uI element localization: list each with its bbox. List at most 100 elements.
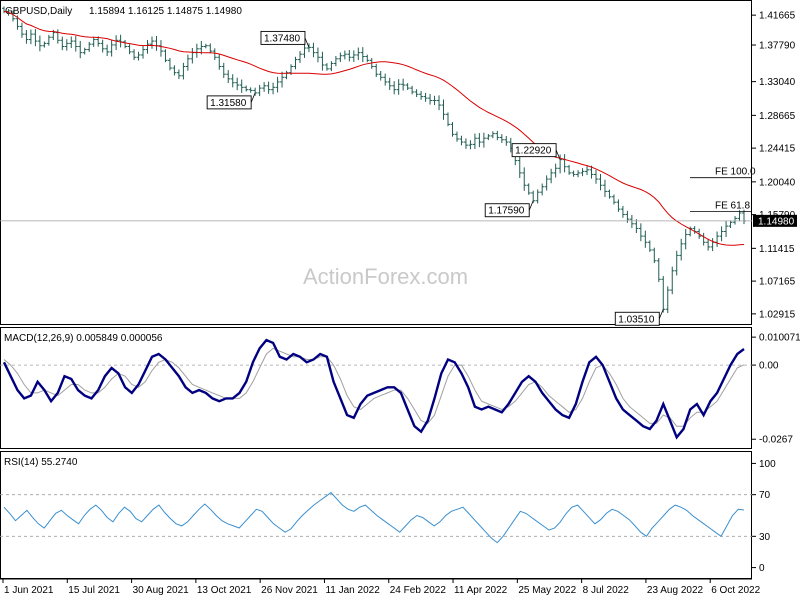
price-bar-144 <box>647 240 652 252</box>
price-bar-32 <box>145 40 150 54</box>
price-bar-99 <box>446 112 450 127</box>
rsi-tick-label-2: 30 <box>759 532 771 543</box>
price-bar-77 <box>347 50 352 62</box>
price-bar-26 <box>118 34 123 48</box>
price-bar-146 <box>656 258 661 283</box>
price-bar-132 <box>594 169 598 184</box>
price-bar-143 <box>643 230 648 248</box>
price-bar-6 <box>28 29 33 45</box>
price-tick-label-0: 1.41665 <box>759 11 796 22</box>
price-bar-31 <box>141 45 146 59</box>
price-bar-67 <box>302 44 307 58</box>
price-bar-90 <box>405 83 410 90</box>
price-bar-153 <box>688 226 693 237</box>
price-bar-37 <box>167 58 172 71</box>
price-bar-98 <box>441 99 446 120</box>
price-bar-66 <box>298 50 302 63</box>
price-bar-24 <box>109 40 114 57</box>
price-bar-43 <box>194 43 199 58</box>
macd-main-line <box>2 338 745 440</box>
macd-tick-label-2: -0.0267 <box>759 435 793 446</box>
price-bar-149 <box>670 266 675 295</box>
x-tick-label-2: 30 Aug 2021 <box>133 585 190 596</box>
price-tick-label-8: 1.07165 <box>759 277 796 288</box>
fe-level-label-1: FE 61.8 <box>715 200 750 211</box>
swing-label-text-2: 1.22920 <box>515 146 552 157</box>
rsi-tick-label-1: 70 <box>759 490 771 501</box>
price-bar-76 <box>342 50 347 60</box>
x-tick-label-7: 11 Apr 2022 <box>454 585 508 596</box>
price-bar-122 <box>549 168 554 184</box>
price-tick-label-5: 1.20040 <box>759 177 796 188</box>
price-bar-78 <box>351 50 356 62</box>
watermark: ActionForex.com <box>303 264 468 289</box>
last-price-label: 1.14980 <box>758 216 795 227</box>
price-bar-60 <box>271 82 276 95</box>
price-bar-84 <box>378 70 383 81</box>
price-bar-49 <box>221 62 226 78</box>
price-bar-87 <box>392 81 397 95</box>
price-bar-56 <box>253 87 258 96</box>
x-tick-label-0: 1 Jun 2021 <box>4 585 54 596</box>
price-bar-57 <box>257 84 262 97</box>
price-bar-108 <box>486 134 491 141</box>
price-bar-125 <box>562 154 567 173</box>
price-bar-21 <box>96 36 101 47</box>
price-bar-55 <box>248 87 253 93</box>
price-bar-161 <box>724 220 729 238</box>
price-bar-138 <box>620 205 625 218</box>
price-bar-151 <box>679 238 684 261</box>
price-tick-label-7: 1.11415 <box>759 244 795 255</box>
price-bar-25 <box>114 35 119 51</box>
price-bar-46 <box>208 43 213 54</box>
header-ohlc: 1.15894 1.16125 1.14875 1.14980 <box>89 6 242 17</box>
price-panel-frame <box>0 0 752 325</box>
price-bar-117 <box>526 183 531 195</box>
price-tick-label-1: 1.37790 <box>759 41 796 52</box>
price-tick-label-4: 1.24415 <box>759 144 796 155</box>
price-bar-22 <box>100 39 105 53</box>
rsi-tick-label-0: 100 <box>759 459 776 470</box>
swing-label-text-1: 1.31580 <box>210 98 247 109</box>
price-bar-62 <box>280 71 285 88</box>
price-bar-160 <box>719 226 724 242</box>
price-bar-148 <box>665 286 670 313</box>
price-bar-141 <box>634 219 639 234</box>
price-bar-147 <box>661 276 666 313</box>
macd-panel-frame <box>0 327 752 449</box>
price-bar-34 <box>154 35 159 51</box>
price-bar-92 <box>414 89 419 98</box>
header-symbol: GBPUSD,Daily <box>5 6 72 17</box>
price-bar-27 <box>123 40 128 49</box>
price-bar-15 <box>69 36 74 49</box>
price-bar-63 <box>284 70 289 80</box>
price-bar-29 <box>132 49 137 61</box>
price-bar-162 <box>728 220 733 228</box>
price-bar-107 <box>481 132 486 148</box>
price-bar-164 <box>737 210 742 222</box>
price-bar-73 <box>329 61 334 72</box>
moving-average-line <box>3 10 745 246</box>
price-bar-105 <box>472 133 477 150</box>
price-bar-126 <box>567 164 572 175</box>
price-bar-82 <box>369 58 374 69</box>
price-bar-45 <box>203 43 208 49</box>
price-bar-83 <box>374 63 379 78</box>
x-tick-label-10: 23 Aug 2022 <box>647 585 704 596</box>
price-bar-33 <box>150 36 154 49</box>
price-bar-41 <box>185 54 190 71</box>
price-bar-133 <box>598 173 603 191</box>
price-header: GBPUSD,Daily 1.15894 1.16125 1.14875 1.1… <box>5 6 242 17</box>
swing-label-3: 1.17590 <box>484 200 534 218</box>
price-bar-129 <box>580 168 585 177</box>
price-bar-102 <box>459 135 464 146</box>
price-bar-89 <box>401 78 406 91</box>
price-bar-30 <box>136 51 141 61</box>
price-bar-23 <box>105 44 110 57</box>
date-x-axis: 1 Jun 2021 15 Jul 2021 30 Aug 2021 13 Oct 2… <box>0 578 761 596</box>
price-bar-109 <box>490 131 495 139</box>
x-tick-label-11: 6 Oct 2022 <box>711 585 760 596</box>
price-bar-111 <box>499 134 504 143</box>
price-bar-58 <box>262 82 267 92</box>
